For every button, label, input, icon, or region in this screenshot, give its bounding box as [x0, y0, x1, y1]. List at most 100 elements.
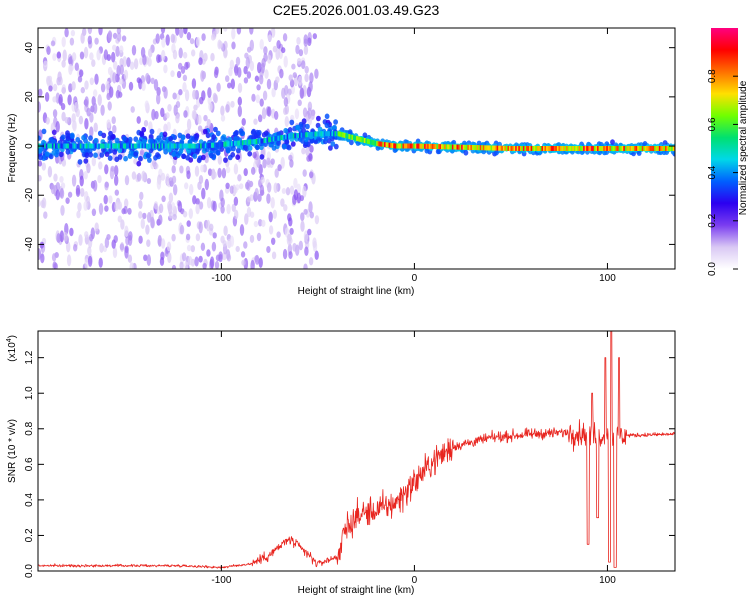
heatmap-cell — [144, 143, 147, 149]
heatmap-cell — [297, 75, 303, 86]
heatmap-cell — [186, 244, 192, 252]
heatmap-cell — [284, 139, 290, 145]
heatmap-cell — [222, 240, 227, 247]
heatmap-cell — [496, 145, 499, 151]
heatmap-cell — [479, 145, 482, 151]
heatmap-cell — [142, 54, 147, 66]
heatmap-cell — [115, 45, 120, 57]
heatmap-cell — [254, 144, 260, 151]
heatmap-cell — [617, 146, 620, 151]
heatmap-cell — [147, 157, 152, 163]
heatmap-cell — [55, 121, 60, 133]
heatmap-cell — [136, 143, 139, 149]
heatmap-cell — [478, 145, 481, 151]
heatmap-cell — [231, 141, 233, 147]
heatmap-cell — [92, 102, 98, 114]
heatmap-cell — [476, 140, 482, 147]
heatmap-cell — [283, 96, 289, 107]
heatmap-cell — [282, 248, 288, 260]
heatmap-cell — [354, 135, 357, 141]
heatmap-cell — [299, 132, 301, 138]
heatmap-cell — [238, 128, 244, 134]
heatmap-cell — [550, 146, 553, 151]
heatmap-cell — [584, 146, 587, 151]
heatmap-cell — [158, 203, 164, 214]
heatmap-cell — [148, 134, 154, 140]
heatmap-cell — [326, 131, 329, 137]
heatmap-cell — [220, 205, 225, 214]
heatmap-cell — [324, 113, 330, 120]
heatmap-cell — [298, 49, 304, 57]
heatmap-cell — [83, 200, 88, 211]
heatmap-cell — [91, 59, 96, 67]
heatmap-cell — [194, 135, 199, 141]
heatmap-cell — [84, 80, 89, 90]
heatmap-cell — [109, 143, 111, 149]
heatmap-cell — [195, 36, 201, 47]
heatmap-cell — [163, 86, 168, 99]
heatmap-cell — [272, 209, 277, 220]
heatmap-cell — [104, 181, 110, 188]
heatmap-cell — [593, 146, 596, 151]
heatmap-cell — [309, 72, 314, 84]
heatmap-cell — [76, 143, 79, 149]
heatmap-cell — [235, 140, 238, 146]
heatmap-cell — [75, 184, 81, 195]
heatmap-cell — [274, 168, 279, 178]
heatmap-cell — [198, 143, 201, 149]
heatmap-cell — [274, 136, 277, 142]
heatmap-cell — [288, 217, 293, 227]
heatmap-cell — [87, 143, 90, 149]
heatmap-cell — [316, 131, 318, 137]
heatmap-cell — [115, 75, 121, 83]
spectrogram-ytick-label: -40 — [24, 237, 35, 252]
heatmap-cell — [502, 145, 505, 151]
heatmap-cell — [58, 143, 61, 149]
heatmap-cell — [51, 129, 57, 136]
snr-ylabel: SNR (10 * v/v) — [7, 419, 18, 483]
heatmap-cell — [128, 231, 133, 241]
snr-ytick-label: 1.0 — [24, 386, 35, 400]
heatmap-cell — [301, 118, 307, 124]
spectrogram-ytick-label: 20 — [24, 91, 35, 103]
heatmap-cell — [83, 158, 89, 164]
heatmap-cell — [114, 201, 119, 212]
heatmap-cell — [249, 28, 254, 35]
heatmap-cell — [194, 256, 199, 267]
heatmap-cell — [566, 146, 569, 151]
heatmap-cell — [231, 203, 236, 213]
heatmap-cell — [64, 143, 67, 149]
heatmap-cell — [261, 219, 266, 228]
heatmap-cell — [279, 68, 284, 79]
heatmap-cell — [572, 146, 575, 151]
heatmap-cell — [56, 233, 61, 244]
heatmap-cell — [121, 143, 124, 149]
heatmap-cell — [121, 35, 127, 42]
heatmap-cell — [267, 106, 272, 117]
heatmap-cell — [251, 93, 256, 102]
heatmap-cell — [52, 53, 57, 62]
heatmap-cell — [276, 39, 281, 50]
heatmap-cell — [186, 118, 192, 131]
heatmap-cell — [304, 73, 309, 83]
heatmap-cell — [225, 182, 230, 190]
heatmap-cell — [184, 143, 187, 149]
heatmap-cell — [213, 126, 218, 133]
heatmap-cell — [144, 100, 149, 110]
heatmap-cell — [84, 143, 87, 149]
heatmap-cell — [130, 106, 135, 113]
heatmap-cell — [300, 220, 305, 232]
heatmap-cell — [270, 158, 275, 165]
heatmap-cell — [133, 143, 136, 149]
heatmap-cell — [253, 118, 258, 125]
heatmap-cell — [156, 93, 161, 105]
heatmap-cell — [190, 143, 193, 149]
heatmap-cell — [337, 131, 340, 137]
heatmap-cell — [103, 194, 108, 205]
heatmap-cell — [259, 39, 264, 50]
heatmap-cell — [649, 146, 652, 151]
heatmap-cell — [597, 146, 599, 151]
heatmap-cell — [192, 89, 197, 100]
heatmap-cell — [356, 136, 359, 142]
heatmap-cell — [235, 56, 241, 66]
